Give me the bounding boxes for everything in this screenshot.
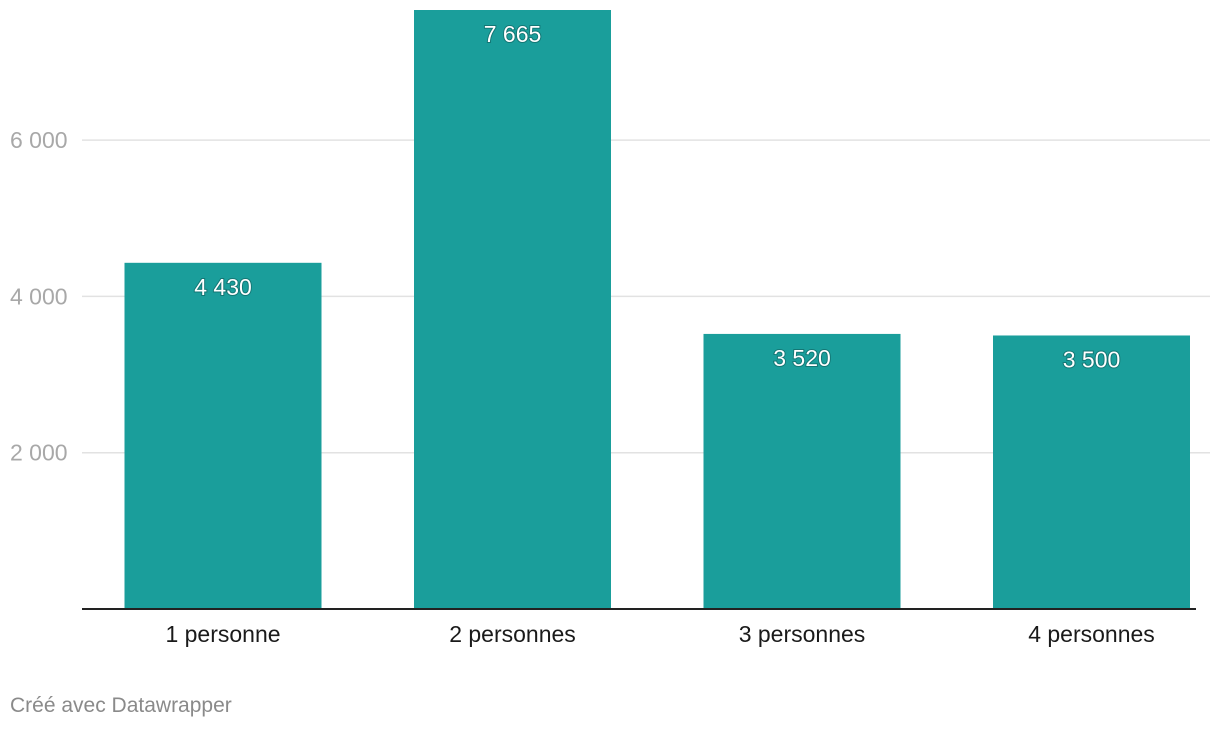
bar-value-label: 4 430 <box>194 274 252 300</box>
y-tick-label: 6 000 <box>10 127 68 153</box>
bar-chart: 2 000 4 000 6 000 4 430 7 665 3 520 3 500 1 p… <box>10 10 1210 647</box>
y-tick-label: 4 000 <box>10 283 68 309</box>
credit-footer: Créé avec Datawrapper <box>10 694 232 717</box>
bar <box>124 262 322 609</box>
x-tick-label: 4 personnes <box>1028 621 1155 647</box>
x-tick-label: 3 personnes <box>739 621 866 647</box>
bar-value-label: 3 520 <box>773 345 831 371</box>
x-tick-label: 1 personne <box>165 621 280 647</box>
x-tick-label: 2 personnes <box>449 621 576 647</box>
bar-value-label: 7 665 <box>484 21 542 47</box>
bars <box>124 10 1190 609</box>
bar <box>703 333 901 609</box>
bar-labels: 4 430 7 665 3 520 3 500 <box>193 20 1121 373</box>
y-tick-label: 2 000 <box>10 440 68 466</box>
bar <box>414 10 611 609</box>
x-axis-ticks: 1 personne 2 personnes 3 personnes 4 person… <box>165 621 1154 647</box>
bar-value-label: 3 500 <box>1063 346 1121 372</box>
bar <box>993 335 1190 609</box>
